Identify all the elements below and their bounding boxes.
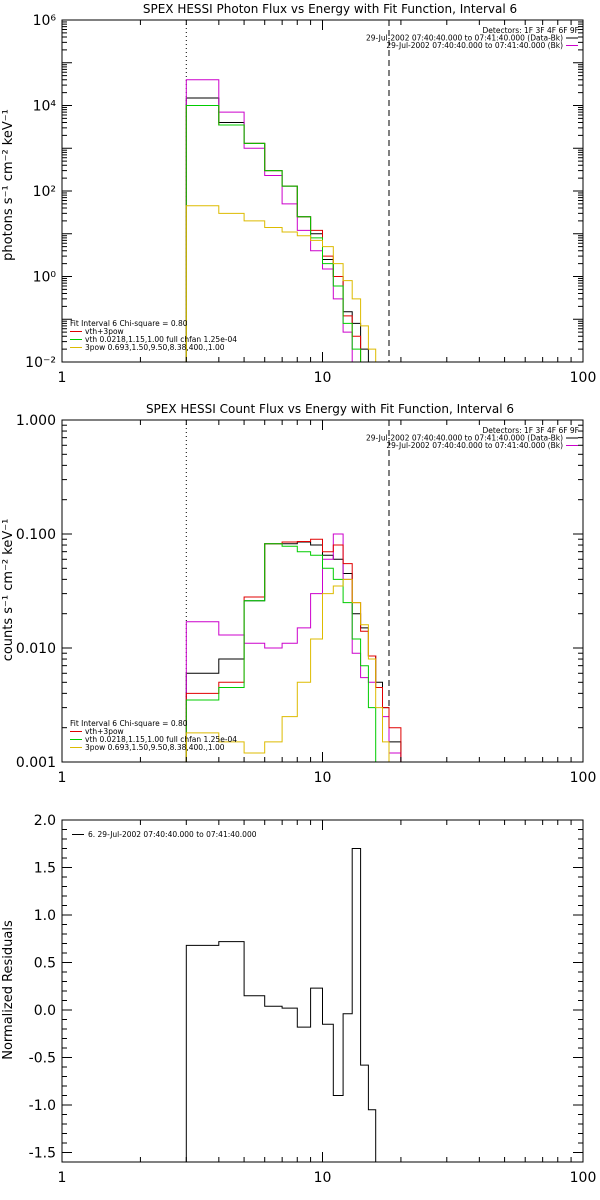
photon-legend-fit-info: Fit Interval 6 Chi-square = 0.80 xyxy=(70,319,188,328)
count-legend-entry: 29-Jul-2002 07:40:40.000 to 07:41:40.000… xyxy=(366,434,563,443)
photon-y-tick-label: 10⁰ xyxy=(33,270,57,286)
residuals-x-tick-label: 10 xyxy=(314,1170,332,1186)
residuals-y-axis-label: Normalized Residuals xyxy=(1,920,16,1060)
photon-x-tick-label: 100 xyxy=(570,370,597,386)
photon-legend-entry: vth+3pow xyxy=(85,327,124,336)
count-series-3-line xyxy=(185,538,402,762)
photon-y-tick-label: 10⁴ xyxy=(33,99,57,115)
residuals-x-tick-label: 100 xyxy=(570,1170,597,1186)
photon-y-tick-label: 10² xyxy=(33,184,56,200)
count-y-tick-label: 0.001 xyxy=(16,755,56,771)
residuals-y-tick-label: 1.0 xyxy=(34,908,56,924)
count-legend-entry: 3pow 0.693,1.50,9.50,8.38,400.,1.00 xyxy=(85,743,225,752)
residuals-panel: Normalized Residuals 6. 29-Jul-2002 07:4… xyxy=(1,813,596,1186)
residuals-data-marks xyxy=(185,848,389,1162)
photon-y-tick-label: 10⁶ xyxy=(33,13,57,29)
residuals-y-tick-label: 0.5 xyxy=(34,956,56,972)
photon-y-axis-label: photons s⁻¹ cm⁻² keV⁻¹ xyxy=(1,109,16,261)
photon-axes: 1 10 100 10⁻² 10⁰ 10² 10⁴ 10⁶ xyxy=(25,13,596,386)
photon-flux-panel: SPEX HESSI Photon Flux vs Energy with Fi… xyxy=(1,2,596,386)
count-legend-entry: 29-Jul-2002 07:40:40.000 to 07:41:40.000… xyxy=(386,441,563,450)
count-x-tick-label: 10 xyxy=(314,770,332,786)
count-y-axis-label: counts s⁻¹ cm⁻² keV⁻¹ xyxy=(1,519,16,662)
photon-plot-frame xyxy=(61,19,584,363)
residuals-y-tick-label: 1.5 xyxy=(34,861,56,877)
photon-series-5-line xyxy=(185,205,402,362)
residuals-axes: 1 10 100 -1.5 -1.0 -0.5 0.0 0.5 1.0 1.5 2.0 xyxy=(29,813,597,1186)
count-y-tick-label: 1.000 xyxy=(16,413,56,429)
count-y-tick-label: 0.100 xyxy=(16,527,56,543)
photon-legend-entry: vth 0.0218,1.15,1.00 full chfan 1.25e-04 xyxy=(85,335,237,344)
count-axes: 1 10 100 0.001 0.010 0.100 1.000 xyxy=(16,413,596,786)
residuals-legend-entry: 6. 29-Jul-2002 07:40:40.000 to 07:41:40.… xyxy=(88,830,257,839)
photon-data-marks xyxy=(185,20,402,362)
count-series-5-line xyxy=(185,578,401,762)
count-x-tick-label: 1 xyxy=(58,770,67,786)
count-legend-bottom: Fit Interval 6 Chi-square = 0.80vth+3pow… xyxy=(70,719,237,752)
count-legend-entry: vth+3pow xyxy=(85,727,124,736)
photon-legend-entry: 29-Jul-2002 07:40:40.000 to 07:41:40.000… xyxy=(366,34,563,43)
photon-legend-entry: 29-Jul-2002 07:40:40.000 to 07:41:40.000… xyxy=(386,41,563,50)
residuals-y-tick-label: -0.5 xyxy=(29,1051,56,1067)
residuals-y-tick-label: 0.0 xyxy=(34,1003,56,1019)
residuals-y-tick-label: -1.5 xyxy=(29,1146,56,1162)
count-legend-entry: vth 0.0218,1.15,1.00 full chfan 1.25e-04 xyxy=(85,735,237,744)
photon-y-tick-label: 10⁻² xyxy=(25,355,56,371)
photon-series-2-line xyxy=(185,79,402,362)
photon-x-tick-label: 1 xyxy=(58,370,67,386)
count-flux-panel: SPEX HESSI Count Flux vs Energy with Fit… xyxy=(1,402,596,786)
photon-legend-detectors: Detectors: 1F 3F 4F 6F 9F xyxy=(483,26,579,35)
photon-series-3-line xyxy=(185,105,402,362)
count-panel-title: SPEX HESSI Count Flux vs Energy with Fit… xyxy=(146,402,514,416)
count-y-tick-label: 0.010 xyxy=(16,641,56,657)
count-x-tick-label: 100 xyxy=(570,770,597,786)
photon-legend-entry: 3pow 0.693,1.50,9.50,8.38,400.,1.00 xyxy=(85,343,225,352)
residuals-x-tick-label: 1 xyxy=(58,1170,67,1186)
residuals-y-tick-label: 2.0 xyxy=(34,813,56,829)
photon-legend-bottom: Fit Interval 6 Chi-square = 0.80vth+3pow… xyxy=(70,319,237,352)
photon-series-4-line xyxy=(185,105,402,362)
residuals-legend-top: 6. 29-Jul-2002 07:40:40.000 to 07:41:40.… xyxy=(72,830,257,839)
photon-x-tick-label: 10 xyxy=(314,370,332,386)
residuals-y-tick-label: -1.0 xyxy=(29,1098,56,1114)
count-series-4-line xyxy=(185,543,402,762)
count-legend-detectors: Detectors: 1F 3F 4F 6F 9F xyxy=(483,426,579,435)
residuals-series-1-line xyxy=(185,848,389,1162)
count-data-marks xyxy=(185,420,402,762)
photon-panel-title: SPEX HESSI Photon Flux vs Energy with Fi… xyxy=(143,2,517,16)
count-legend-fit-info: Fit Interval 6 Chi-square = 0.80 xyxy=(70,719,188,728)
